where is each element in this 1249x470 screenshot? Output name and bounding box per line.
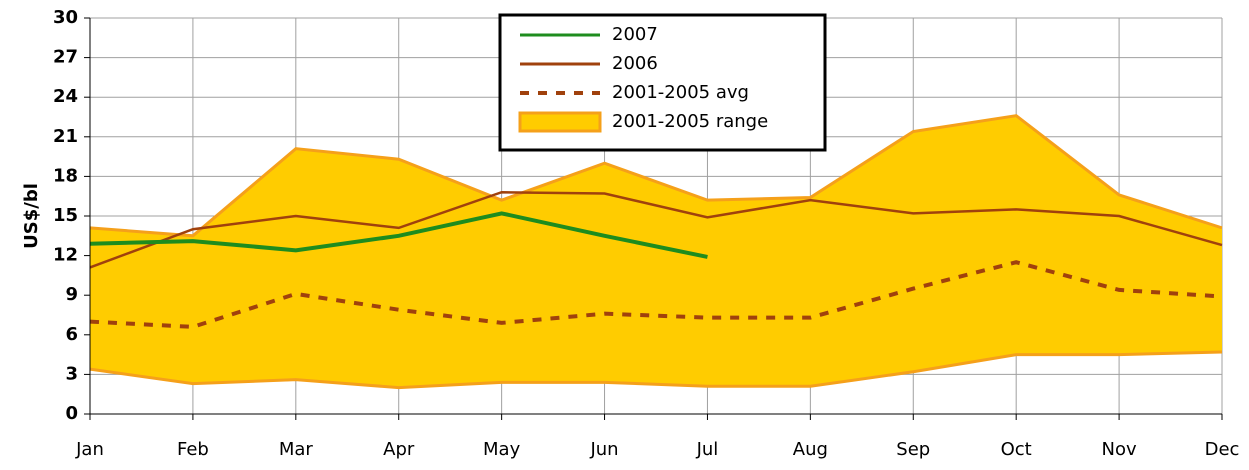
legend-label: 2001-2005 range	[612, 111, 768, 132]
x-tick-label: Sep	[896, 439, 930, 460]
x-tick-label: Apr	[383, 439, 415, 460]
range-upper	[89, 114, 1223, 238]
legend-label: 2007	[612, 24, 658, 45]
legend-label: 2001-2005 avg	[612, 82, 749, 103]
y-tick-label: 0	[65, 403, 78, 424]
x-tick-label: Jul	[696, 439, 719, 460]
series-line	[89, 260, 1223, 329]
range-fill	[90, 115, 1222, 388]
x-tick-label: Oct	[1001, 439, 1032, 460]
legend-swatch	[518, 111, 602, 133]
x-tick-label: Jun	[589, 439, 618, 460]
range-lower	[89, 350, 1223, 390]
y-tick-label: 15	[53, 205, 78, 226]
series-line	[89, 211, 708, 259]
y-tick-label: 30	[53, 7, 78, 28]
y-tick-label: 3	[65, 363, 78, 384]
marks	[89, 114, 1223, 390]
x-tick-label: Feb	[177, 439, 209, 460]
x-tick-label: Jan	[75, 439, 104, 460]
legend-label: 2006	[612, 53, 658, 74]
x-tick-label: Mar	[279, 439, 314, 460]
x-tick-label: Aug	[793, 439, 828, 460]
x-tick-label: Nov	[1102, 439, 1137, 460]
x-tick-label: May	[483, 439, 521, 460]
legend: 2007 2006 2001-2005 avg 2001-2005 range	[498, 13, 827, 152]
y-tick-label: 27	[53, 47, 78, 68]
y-tick-label: 24	[53, 86, 78, 107]
series-line	[89, 190, 1223, 269]
y-tick-label: 12	[53, 245, 78, 266]
y-tick-label: 6	[65, 324, 78, 345]
y-tick-label: 18	[53, 165, 78, 186]
y-axis-label: US$/bl	[21, 183, 42, 249]
x-tick-label: Dec	[1205, 439, 1240, 460]
y-tick-label: 21	[53, 126, 78, 147]
y-tick-label: 9	[65, 284, 78, 305]
